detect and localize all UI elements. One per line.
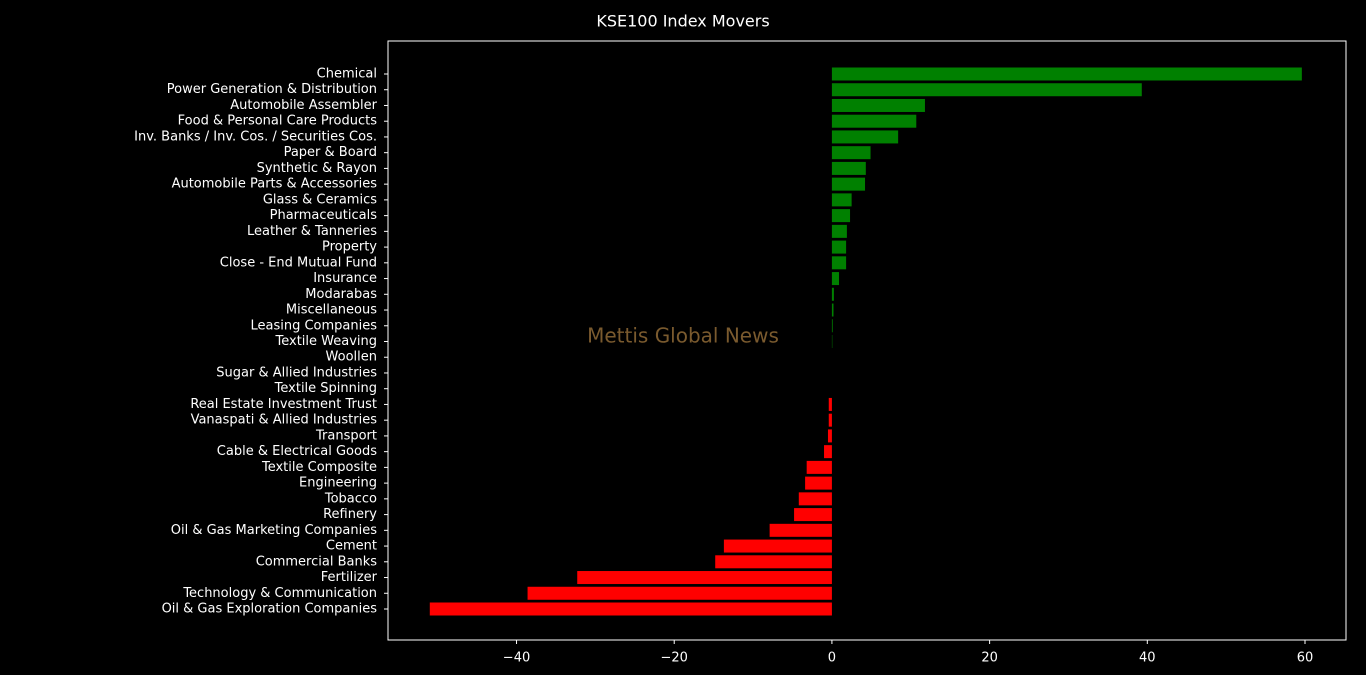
bar: [806, 460, 832, 474]
y-tick-label: Technology & Communication: [182, 586, 377, 601]
bar: [828, 397, 832, 411]
x-tick-label: 20: [981, 651, 998, 666]
bar: [723, 539, 832, 553]
bar: [831, 224, 847, 238]
y-tick-label: Glass & Ceramics: [263, 192, 377, 207]
x-tick-label: 60: [1297, 651, 1314, 666]
x-tick-label: −40: [503, 651, 530, 666]
y-tick-label: Engineering: [299, 476, 377, 491]
bar: [831, 177, 866, 191]
y-tick-label: Transport: [315, 428, 377, 443]
bar: [831, 303, 834, 317]
y-tick-label: Inv. Banks / Inv. Cos. / Securities Cos.: [134, 129, 377, 144]
bar: [831, 193, 852, 207]
y-tick-label: Automobile Assembler: [230, 98, 377, 113]
y-tick-label: Power Generation & Distribution: [167, 82, 377, 97]
y-tick-label: Textile Composite: [261, 460, 377, 475]
y-tick-label: Chemical: [317, 67, 377, 82]
y-tick-label: Modarabas: [305, 287, 377, 302]
bar: [831, 209, 851, 223]
y-tick-label: Commercial Banks: [256, 554, 378, 569]
plot-frame: [387, 40, 1347, 641]
y-tick-label: Oil & Gas Exploration Companies: [162, 602, 378, 617]
x-tick-label: 0: [828, 651, 836, 666]
bar: [831, 114, 917, 128]
y-tick-label: Miscellaneous: [286, 303, 377, 318]
y-tick-label: Food & Personal Care Products: [178, 114, 378, 129]
y-tick-label: Cement: [326, 539, 377, 554]
y-tick-label: Synthetic & Rayon: [257, 161, 377, 176]
y-tick-label: Vanaspati & Allied Industries: [191, 413, 378, 428]
bar: [831, 287, 834, 301]
y-tick-label: Fertilizer: [321, 570, 378, 585]
y-tick-label: Leasing Companies: [250, 318, 377, 333]
bar: [831, 130, 899, 144]
y-tick-label: Refinery: [323, 507, 377, 522]
y-tick-label: Pharmaceuticals: [270, 208, 378, 223]
bar: [831, 319, 833, 333]
y-tick-label: Close - End Mutual Fund: [220, 255, 377, 270]
y-tick-label: Paper & Board: [284, 145, 377, 160]
bar: [527, 586, 832, 600]
y-tick-label: Woollen: [326, 350, 377, 365]
bar: [831, 161, 866, 175]
bar: [831, 256, 847, 270]
bar: [831, 98, 925, 112]
bar: [831, 67, 1302, 81]
y-tick-label: Insurance: [313, 271, 377, 286]
bar: [831, 146, 871, 160]
y-tick-label: Oil & Gas Marketing Companies: [171, 523, 377, 538]
y-tick-label: Leather & Tanneries: [247, 224, 377, 239]
bar: [769, 523, 832, 537]
y-tick-label: Textile Spinning: [274, 381, 377, 396]
bar: [827, 429, 832, 443]
bar: [831, 272, 840, 286]
y-tick-label: Cable & Electrical Goods: [217, 444, 377, 459]
y-tick-label: Sugar & Allied Industries: [216, 365, 377, 380]
bar: [831, 83, 1142, 97]
bar: [715, 555, 832, 569]
y-tick-label: Tobacco: [324, 491, 377, 506]
chart-title: KSE100 Index Movers: [596, 12, 769, 31]
x-tick-label: −20: [660, 651, 687, 666]
bar: [577, 571, 832, 585]
bar: [429, 602, 832, 616]
watermark: Mettis Global News: [587, 324, 779, 348]
bar: [824, 445, 832, 459]
bar: [794, 508, 832, 522]
y-tick-label: Textile Weaving: [275, 334, 378, 349]
y-tick-label: Automobile Parts & Accessories: [172, 177, 378, 192]
x-tick-label: 40: [1139, 651, 1156, 666]
bar: [831, 240, 847, 254]
y-tick-label: Real Estate Investment Trust: [190, 397, 377, 412]
bar: [805, 476, 832, 490]
bar: [798, 492, 832, 506]
bar: [828, 413, 832, 427]
y-tick-label: Property: [322, 240, 377, 255]
